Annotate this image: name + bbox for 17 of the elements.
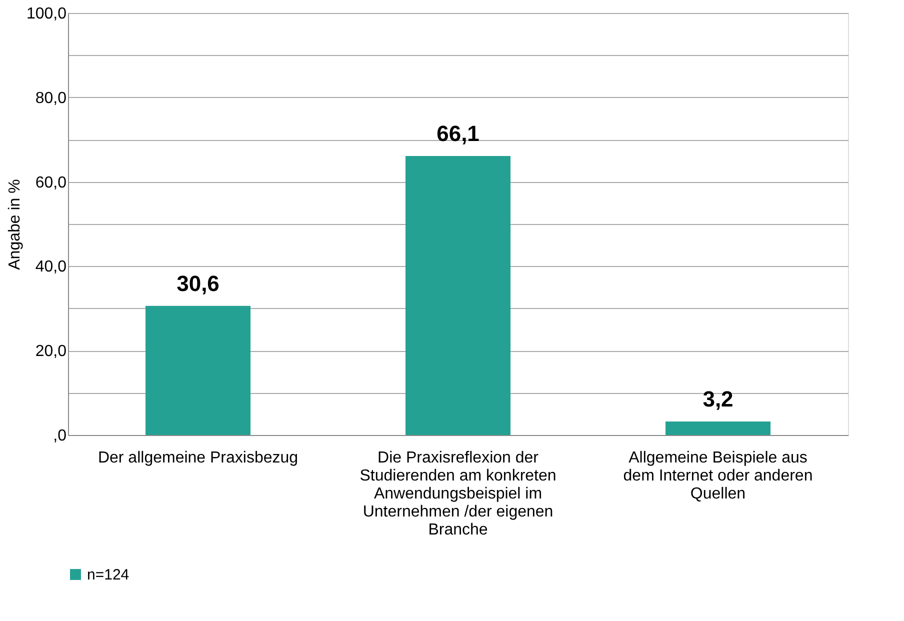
x-tick-label: Der allgemeine Praxisbezug bbox=[98, 450, 298, 466]
x-tick-label: Die Praxisreflexion der Studierenden am konkreten Anwendungsbeispiel im Unternehmen /der eigenen Branche bbox=[360, 450, 556, 538]
y-tick-label: 20,0 bbox=[35, 343, 67, 360]
data-label: 30,6 bbox=[176, 270, 220, 296]
y-tick-label: 40,0 bbox=[35, 258, 67, 276]
y-tick-label: 100,0 bbox=[26, 6, 67, 22]
data-label: 66,1 bbox=[436, 121, 480, 146]
x-tick-label: Allgemeine Beispiele aus dem Internet oder anderen Quellen bbox=[623, 450, 813, 502]
bar bbox=[666, 421, 770, 435]
data-label: 3,2 bbox=[702, 386, 734, 412]
legend-label: n=124 bbox=[87, 566, 130, 584]
y-tick-label: ,0 bbox=[53, 428, 67, 444]
y-tick-label: 60,0 bbox=[35, 174, 67, 192]
y-axis-title: Angabe in % bbox=[6, 179, 24, 270]
bar bbox=[146, 306, 250, 435]
bar bbox=[406, 156, 510, 435]
y-tick-label: 80,0 bbox=[35, 90, 67, 107]
